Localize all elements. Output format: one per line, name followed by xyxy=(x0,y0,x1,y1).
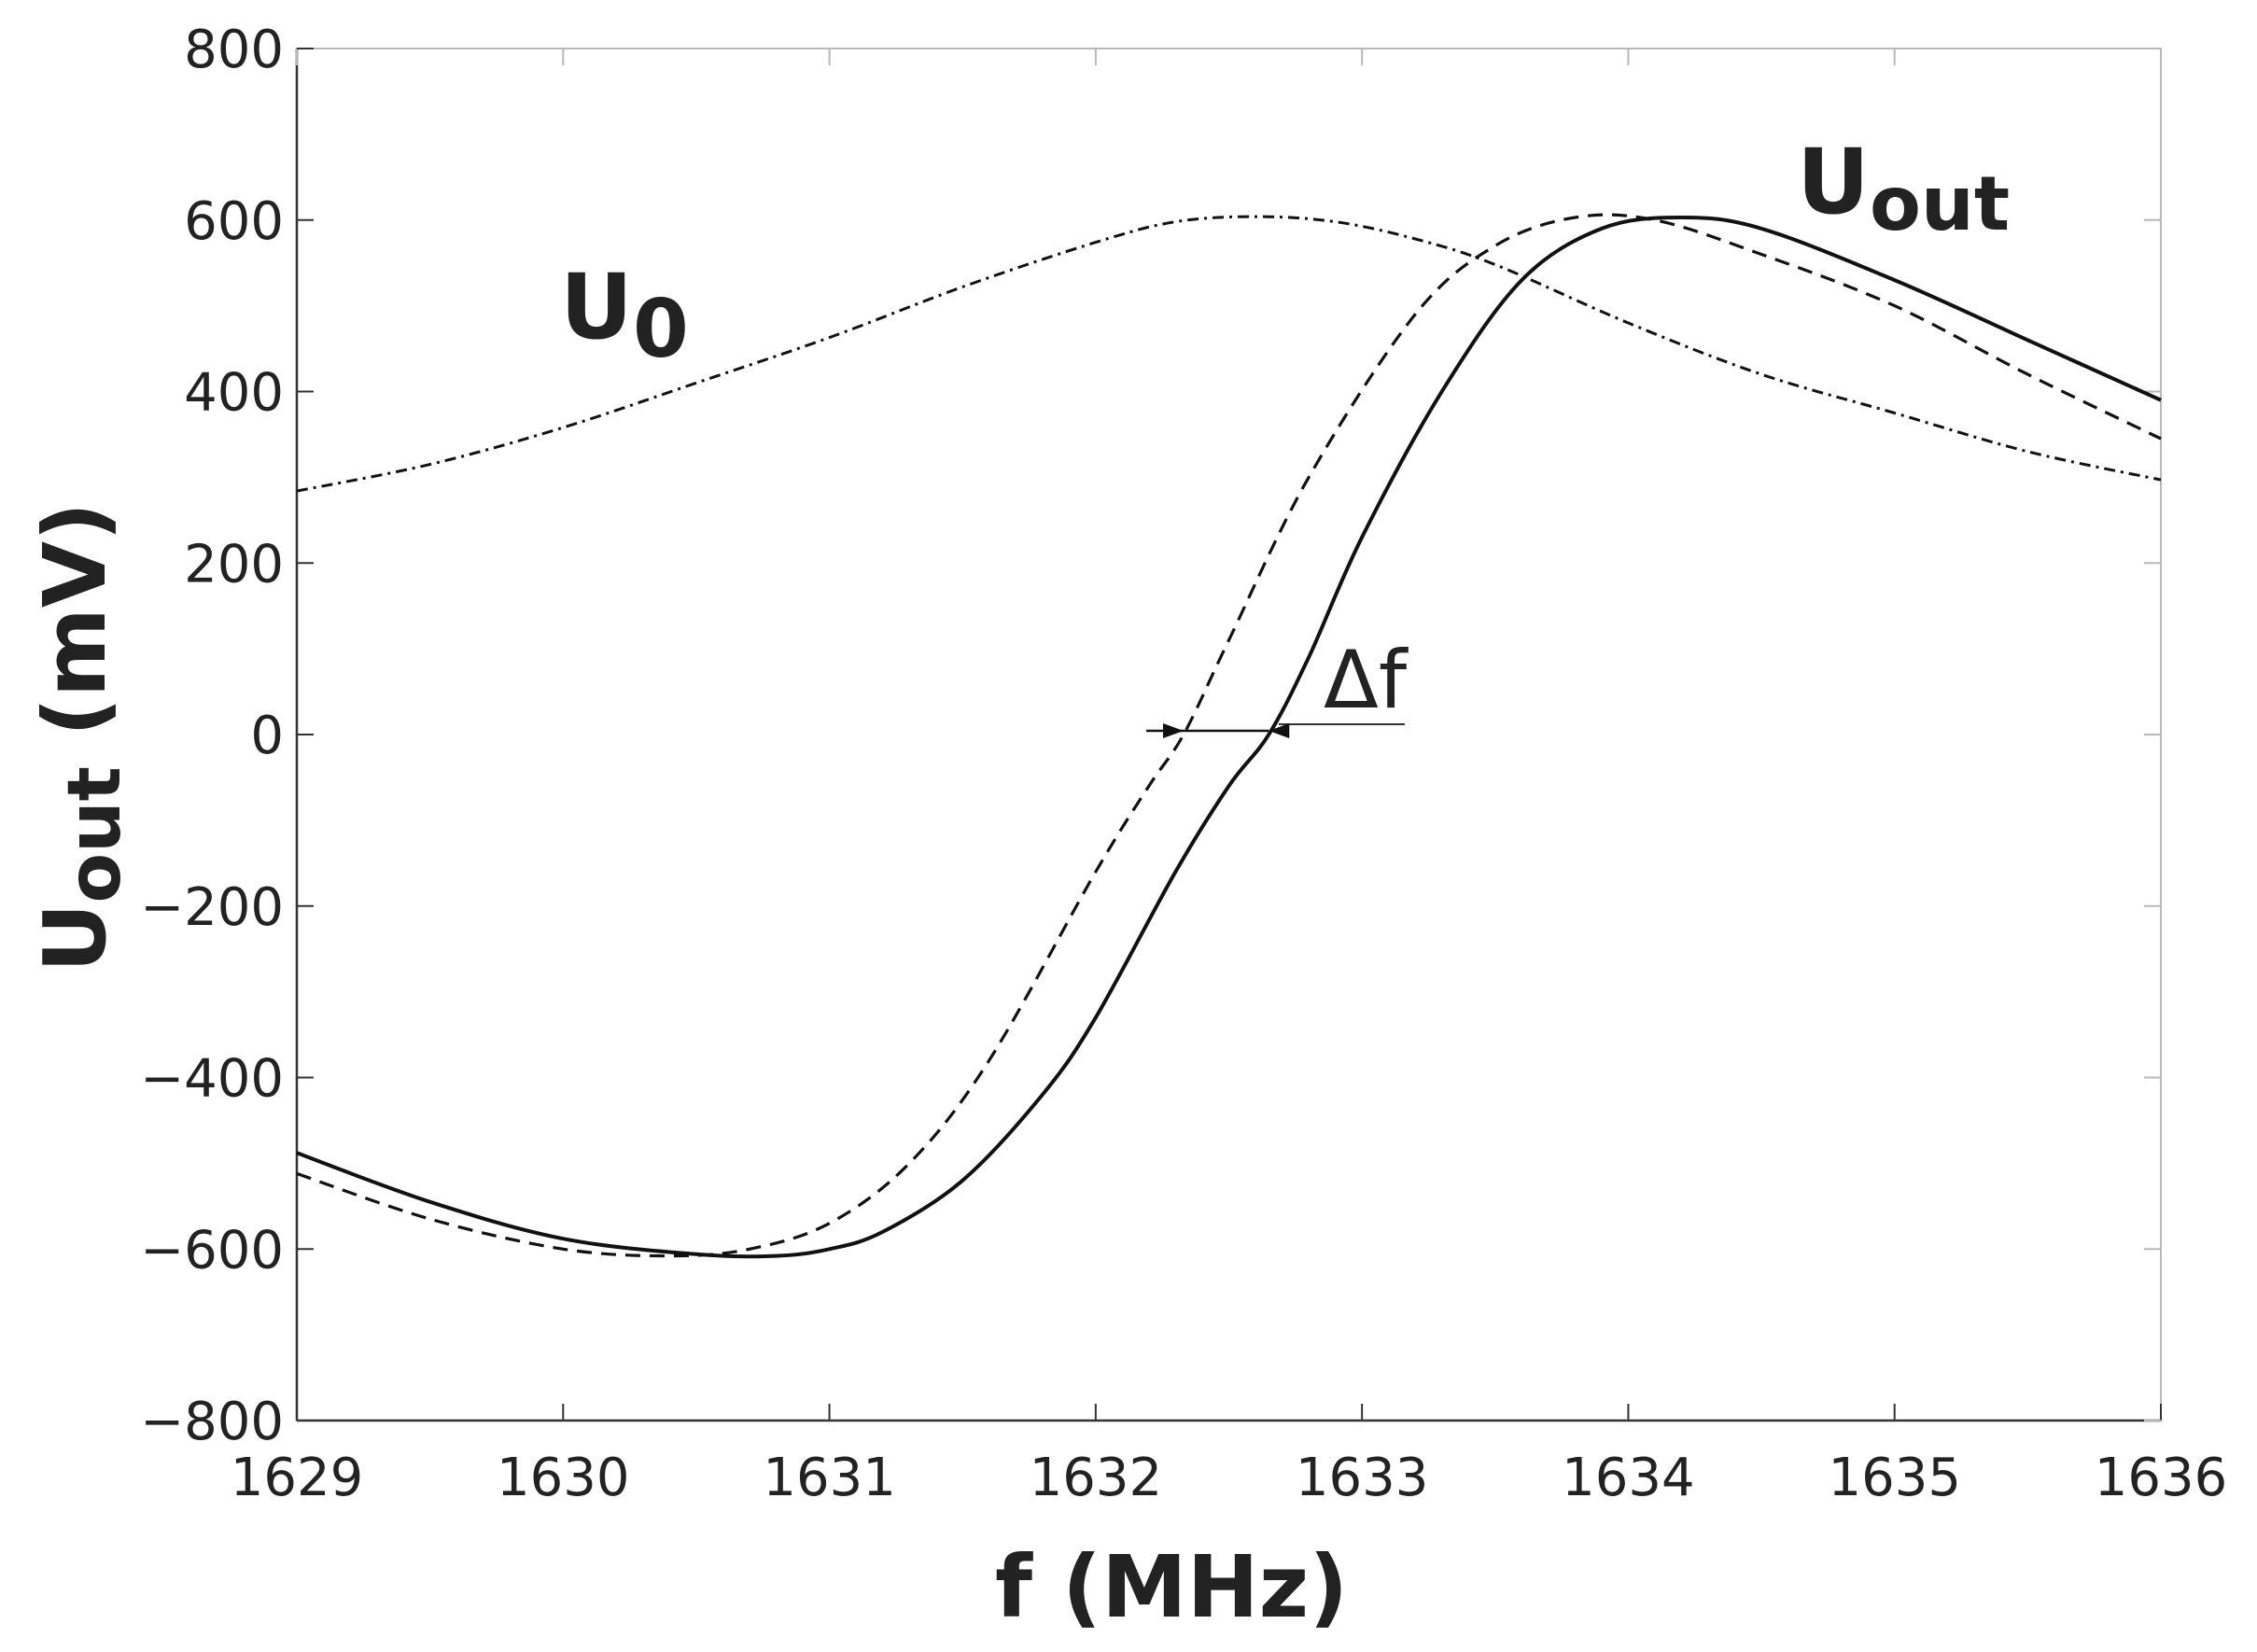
x-axis-title: f (MHz) xyxy=(995,1537,1348,1637)
delta-f-label: Δf xyxy=(1324,634,1409,727)
y-tick-label: −600 xyxy=(140,1220,284,1281)
x-tick-label: 1629 xyxy=(231,1448,364,1508)
y-tick-label: 200 xyxy=(184,534,284,595)
y-tick-label: 0 xyxy=(250,706,284,766)
x-tick-label: 1630 xyxy=(497,1448,630,1508)
axis-ticks: 1629 1630 1631 1632 1633 1634 1635 1636 800 600 40… xyxy=(140,20,2227,1508)
y-tick-label: −800 xyxy=(140,1392,284,1452)
y-tick-label: 400 xyxy=(184,363,284,424)
x-tick-label: 1632 xyxy=(1030,1448,1163,1508)
u0-label: U0 xyxy=(560,255,689,376)
series-line-2 xyxy=(296,213,2162,1258)
y-tick-label: 600 xyxy=(184,191,284,252)
series-layer xyxy=(296,213,2162,1259)
y-tick-label: −200 xyxy=(140,877,284,938)
delta-f-arrowhead-right xyxy=(1269,723,1290,738)
x-tick-label: 1633 xyxy=(1296,1448,1429,1508)
series-line-1 xyxy=(296,216,2162,1259)
x-tick-label: 1631 xyxy=(763,1448,896,1508)
x-tick-label: 1636 xyxy=(2095,1448,2228,1508)
y-tick-label: 800 xyxy=(184,20,284,80)
x-tick-label: 1635 xyxy=(1828,1448,1961,1508)
x-tick-label: 1634 xyxy=(1562,1448,1695,1508)
uout-label: Uout xyxy=(1797,130,2010,247)
y-tick-label: −400 xyxy=(140,1049,284,1110)
y-axis-title: Uout (mV) xyxy=(25,502,137,973)
delta-f-arrowhead-left xyxy=(1163,723,1185,738)
annotation-layer: Δf U0 Uout xyxy=(560,130,2010,738)
